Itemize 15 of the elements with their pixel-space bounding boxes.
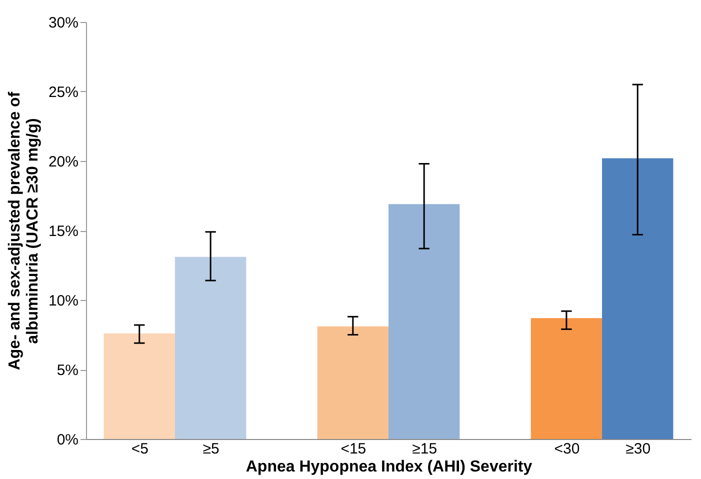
x-tick-label: <15 — [340, 440, 366, 458]
x-tick-label: ≥5 — [202, 440, 220, 458]
y-tick-label: 20% — [48, 154, 78, 170]
x-tick-label: ≥15 — [412, 440, 438, 458]
y-tick-label: 10% — [48, 292, 78, 310]
y-tick-label: 15% — [48, 223, 78, 240]
x-axis-title: Apnea Hypopnea Index (AHI) Severity — [246, 458, 532, 476]
y-tick-label: 5% — [56, 362, 78, 379]
y-tick-label: 0% — [56, 432, 78, 448]
x-tick-label: ≥30 — [626, 440, 651, 458]
y-axis-title: Age- and sex-adjusted prevalence of albuminuria (UACR ≥30 mg/g) — [6, 91, 42, 370]
x-tick-label: <5 — [131, 440, 148, 458]
x-tick-label: <30 — [554, 440, 580, 458]
y-tick-label: 30% — [48, 14, 78, 32]
y-tick-label: 25% — [48, 84, 78, 101]
